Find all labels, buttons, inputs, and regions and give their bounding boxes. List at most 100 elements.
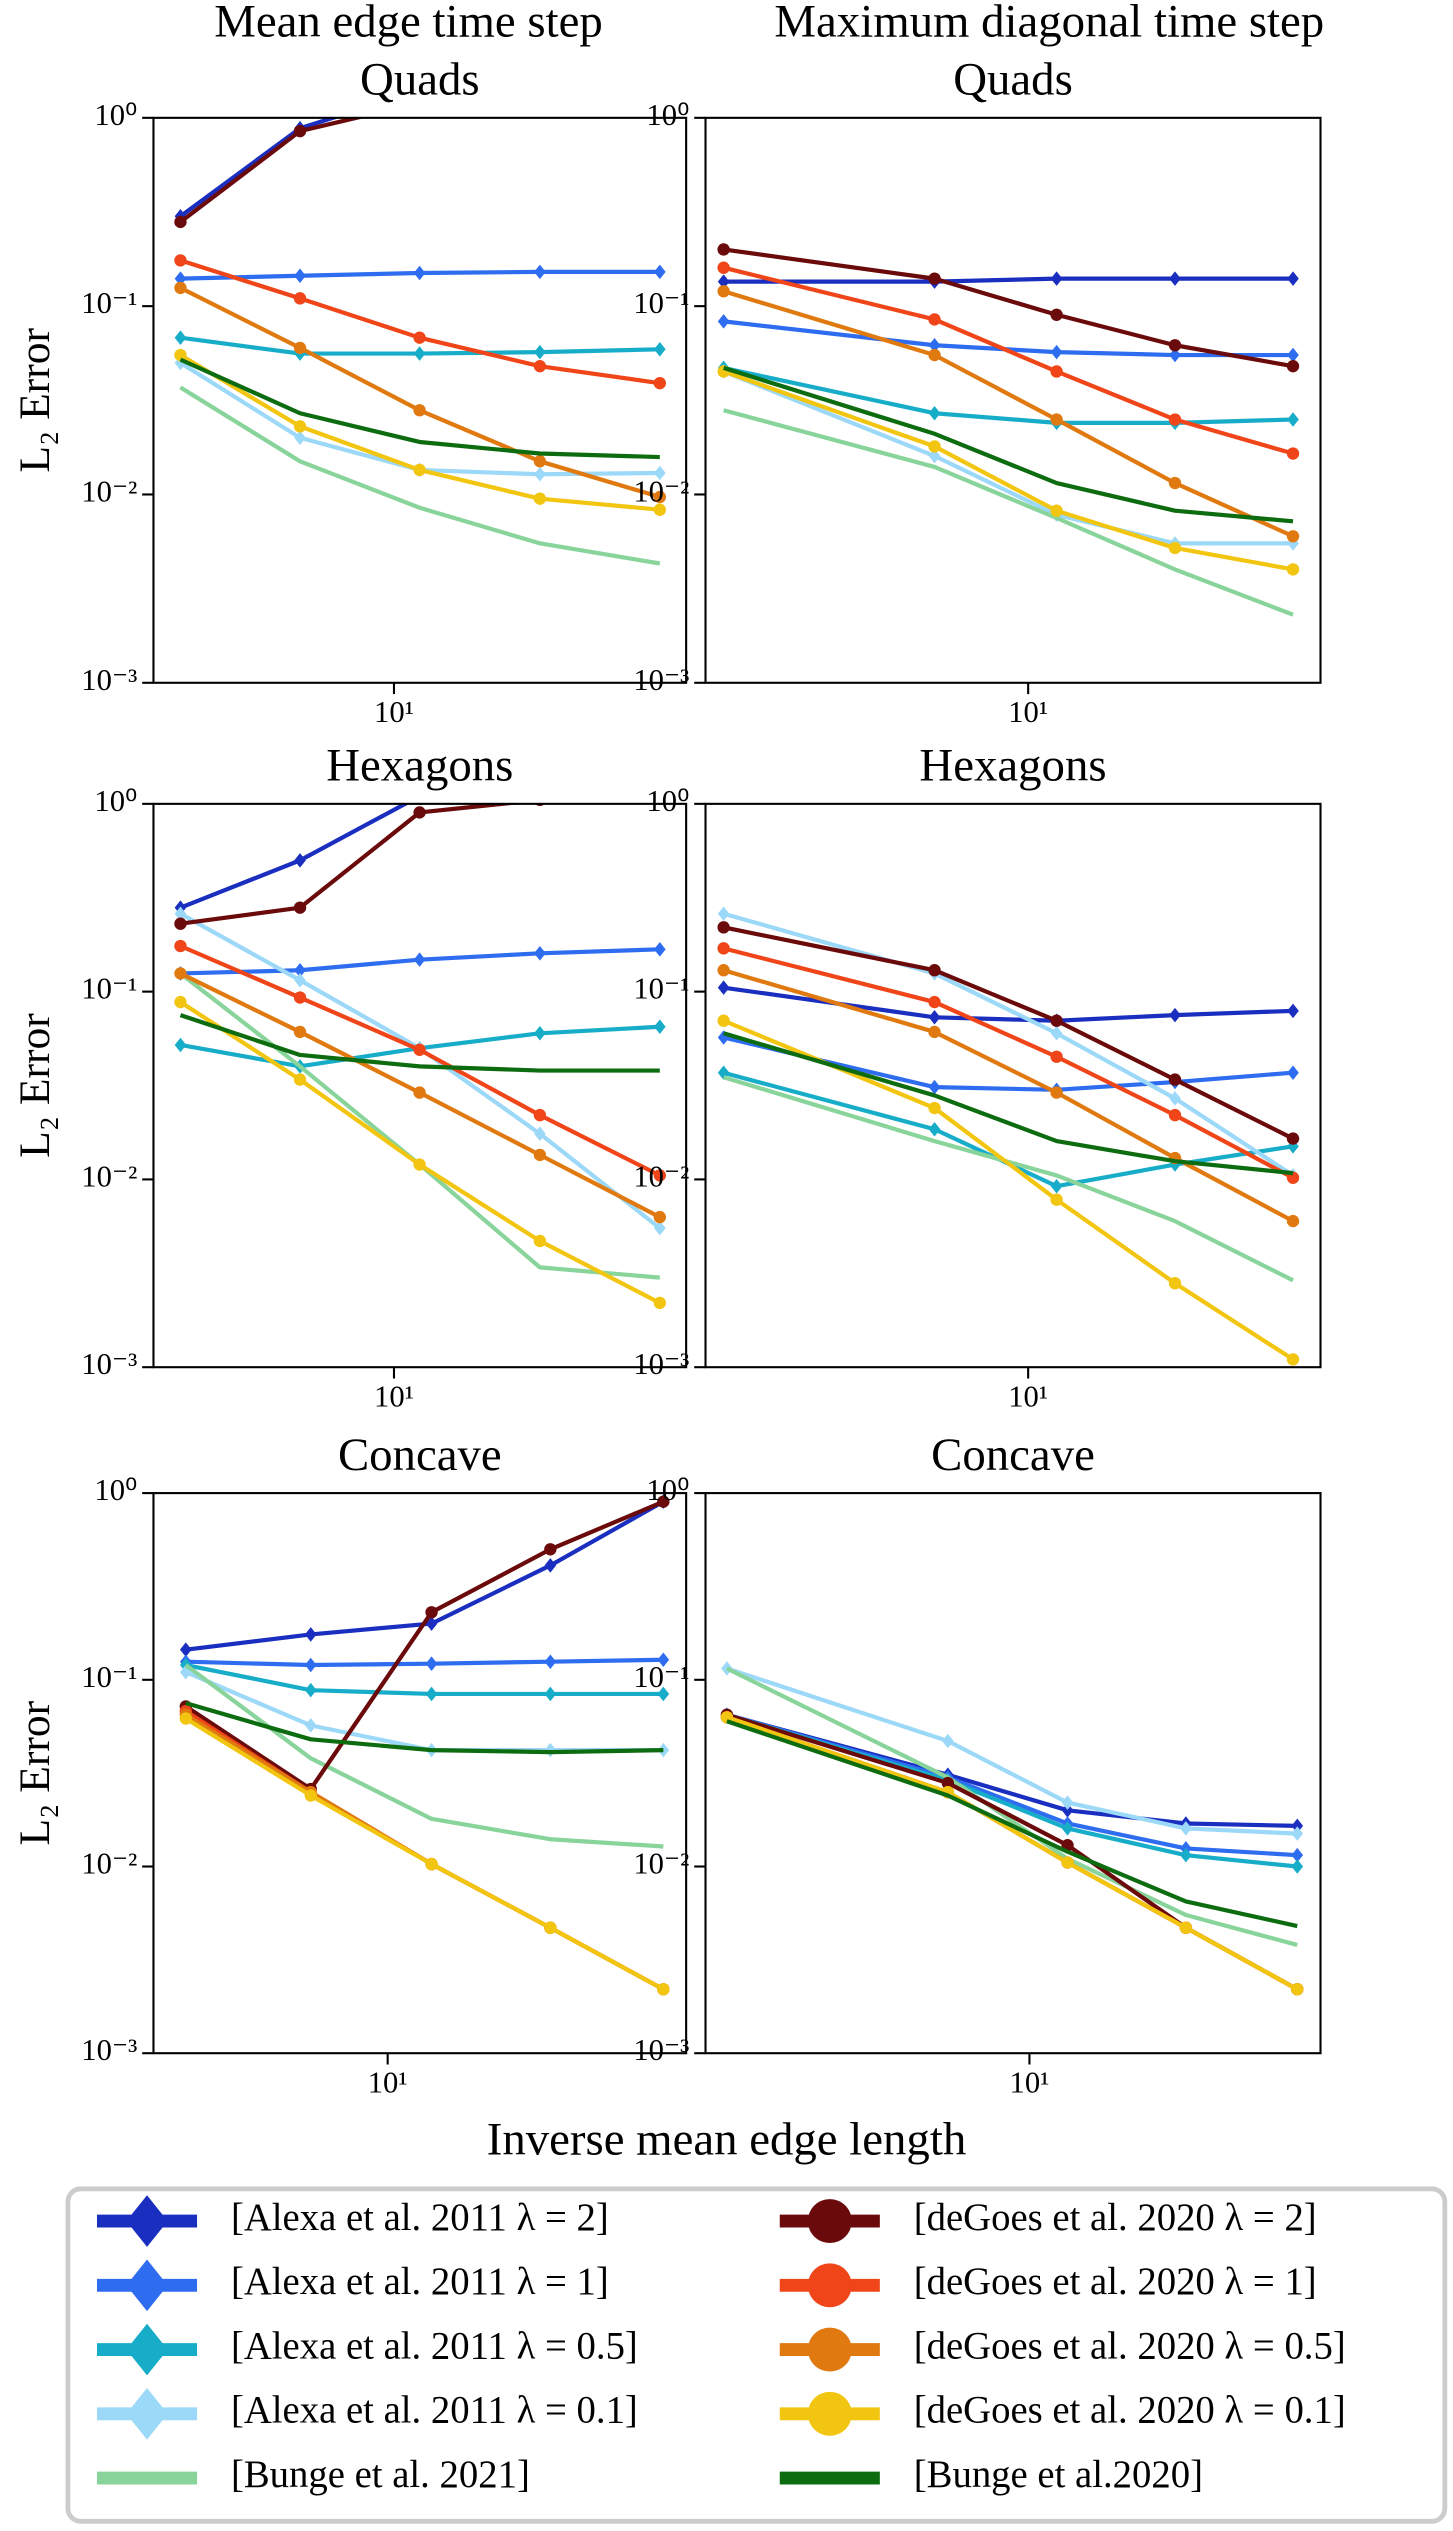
marker bbox=[1050, 1193, 1063, 1206]
marker bbox=[293, 1025, 307, 1039]
marker bbox=[544, 1921, 557, 1934]
marker bbox=[1286, 1214, 1300, 1228]
legend-label: [deGoes et al. 2020 λ = 0.1] bbox=[914, 2389, 1346, 2432]
marker bbox=[717, 964, 730, 977]
marker bbox=[928, 337, 941, 353]
marker bbox=[1287, 1065, 1299, 1080]
marker bbox=[653, 1296, 666, 1310]
series-line bbox=[723, 1035, 1294, 1092]
marker bbox=[294, 430, 306, 446]
marker bbox=[179, 1642, 192, 1657]
y-tick-label: 10⁻³ bbox=[81, 2033, 137, 2067]
marker bbox=[717, 921, 730, 934]
series-line bbox=[185, 1662, 664, 1697]
legend-marker bbox=[126, 2387, 168, 2440]
marker bbox=[544, 1654, 557, 1669]
marker bbox=[1050, 271, 1063, 286]
marker bbox=[1169, 1007, 1181, 1023]
series-line bbox=[723, 946, 1295, 1180]
legend-label: [Bunge et al. 2021] bbox=[231, 2453, 530, 2496]
column-title: Mean edge time step bbox=[214, 0, 603, 48]
marker bbox=[413, 952, 426, 967]
marker bbox=[1291, 1826, 1304, 1841]
marker bbox=[544, 1686, 557, 1702]
marker bbox=[304, 1682, 317, 1698]
marker bbox=[654, 264, 666, 280]
y-tick-label: 10⁻² bbox=[633, 1159, 689, 1193]
marker bbox=[928, 1101, 941, 1115]
marker bbox=[1168, 339, 1182, 352]
marker bbox=[544, 1558, 557, 1573]
marker bbox=[928, 448, 941, 464]
legend-marker bbox=[807, 2391, 852, 2436]
y-tick-label: 10⁻¹ bbox=[633, 1660, 689, 1694]
marker bbox=[304, 1627, 317, 1642]
marker bbox=[293, 901, 307, 914]
series-line bbox=[726, 1715, 1299, 1992]
legend-marker bbox=[807, 2263, 852, 2308]
legend-item: [Alexa et al. 2011 λ = 0.5] bbox=[96, 2323, 638, 2376]
axes-frame bbox=[704, 116, 1322, 684]
legend-label: [Alexa et al. 2011 λ = 0.5] bbox=[231, 2324, 638, 2367]
panel-title: Hexagons bbox=[919, 740, 1106, 792]
marker bbox=[179, 1664, 192, 1680]
y-tick-label: 10⁻² bbox=[633, 475, 689, 509]
marker bbox=[1050, 504, 1063, 517]
y-tick-label: 10⁻³ bbox=[81, 1347, 137, 1381]
marker bbox=[534, 946, 546, 961]
marker bbox=[293, 1073, 307, 1086]
marker bbox=[294, 268, 306, 284]
series-line bbox=[723, 985, 1294, 1023]
legend-item: [Alexa et al. 2011 λ = 2] bbox=[96, 2195, 609, 2247]
marker bbox=[174, 215, 187, 229]
y-tick-label: 10⁻¹ bbox=[81, 1660, 137, 1694]
series-line bbox=[185, 1701, 664, 1755]
marker bbox=[1050, 344, 1063, 360]
marker bbox=[534, 764, 546, 779]
series-line bbox=[179, 971, 660, 1280]
marker bbox=[1061, 1821, 1074, 1836]
marker bbox=[534, 344, 546, 360]
series-line bbox=[179, 357, 660, 460]
plot-area bbox=[179, 1494, 670, 1996]
marker bbox=[928, 272, 941, 285]
marker bbox=[1291, 1847, 1304, 1863]
series-line bbox=[722, 1018, 1295, 1362]
y-tick-label: 10⁰ bbox=[94, 1473, 137, 1507]
marker bbox=[174, 917, 187, 930]
series-line bbox=[723, 265, 1294, 456]
series-line bbox=[726, 1715, 1299, 1992]
marker bbox=[1287, 271, 1299, 286]
marker bbox=[928, 1025, 941, 1039]
marker bbox=[179, 1712, 192, 1725]
marker bbox=[534, 264, 546, 280]
marker bbox=[717, 243, 730, 256]
legend-item: [Alexa et al. 2011 λ = 1] bbox=[96, 2259, 609, 2312]
marker bbox=[717, 285, 730, 298]
marker bbox=[657, 1495, 670, 1508]
marker bbox=[717, 1014, 730, 1027]
marker bbox=[928, 313, 941, 326]
marker bbox=[293, 341, 307, 355]
marker bbox=[294, 972, 306, 988]
marker bbox=[1050, 413, 1063, 426]
marker bbox=[653, 490, 666, 504]
marker bbox=[717, 980, 730, 995]
marker bbox=[942, 1733, 954, 1749]
marker bbox=[717, 942, 730, 955]
marker bbox=[928, 1010, 941, 1025]
marker bbox=[294, 962, 306, 978]
axes-frame bbox=[152, 116, 688, 684]
marker bbox=[413, 331, 426, 344]
plot-area bbox=[174, 764, 666, 1310]
series-line bbox=[726, 1715, 1299, 1992]
marker bbox=[533, 492, 547, 505]
marker bbox=[1287, 347, 1299, 363]
legend-marker bbox=[126, 2323, 168, 2376]
series-line bbox=[179, 117, 340, 218]
marker bbox=[1286, 1132, 1300, 1145]
marker bbox=[1291, 1983, 1304, 1996]
marker bbox=[1050, 1086, 1063, 1099]
marker bbox=[413, 346, 426, 361]
legend-label: [Alexa et al. 2011 λ = 2] bbox=[231, 2196, 609, 2239]
